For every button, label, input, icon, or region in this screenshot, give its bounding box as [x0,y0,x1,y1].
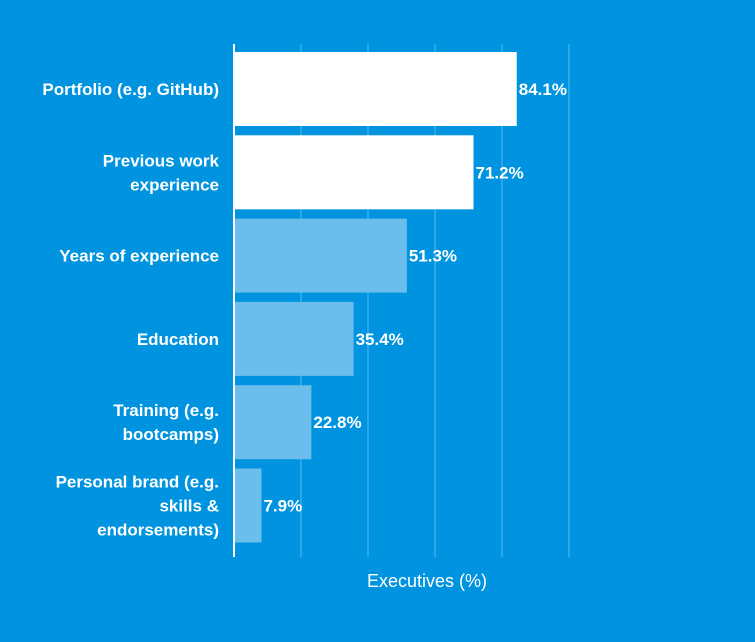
bar [235,468,262,543]
category-label-line: Personal brand (e.g. [56,473,219,492]
category-label: Personal brand (e.g. skills & endorsements… [56,473,219,540]
value-label: 22.8% [313,413,361,432]
bar [235,218,407,293]
category-label: Portfolio (e.g. GitHub) [42,80,219,99]
bar [235,385,312,460]
category-label-line: endorsements) [97,521,219,540]
category-label: Training (e.g. bootcamps) [113,401,219,444]
category-label-line: Portfolio (e.g. GitHub) [42,80,219,99]
category-label-line: Education [137,330,219,349]
value-label: 84.1% [519,80,567,99]
value-label: 35.4% [356,330,404,349]
category-labels: Portfolio (e.g. GitHub) Previous work expe… [42,80,219,540]
category-label-line: Years of experience [59,247,219,266]
bars [235,52,517,543]
gridlines [300,44,570,557]
value-label: 71.2% [476,163,524,182]
category-label: Previous work experience [103,151,220,194]
category-label-line: Training (e.g. [113,401,219,420]
bar [235,301,354,376]
category-label-line: skills & [159,497,219,516]
value-label: 51.3% [409,247,457,266]
bar [235,52,517,126]
value-label: 7.9% [263,497,302,516]
category-label: Years of experience [59,247,219,266]
category-label-line: bootcamps) [123,425,219,444]
x-axis-title: Executives (%) [367,571,487,591]
category-label-line: experience [130,175,219,194]
category-label-line: Previous work [103,151,220,170]
bar [235,135,474,210]
value-labels: 84.1% 71.2% 51.3% 35.4% 22.8% 7.9% [263,80,566,516]
category-label: Education [137,330,219,349]
